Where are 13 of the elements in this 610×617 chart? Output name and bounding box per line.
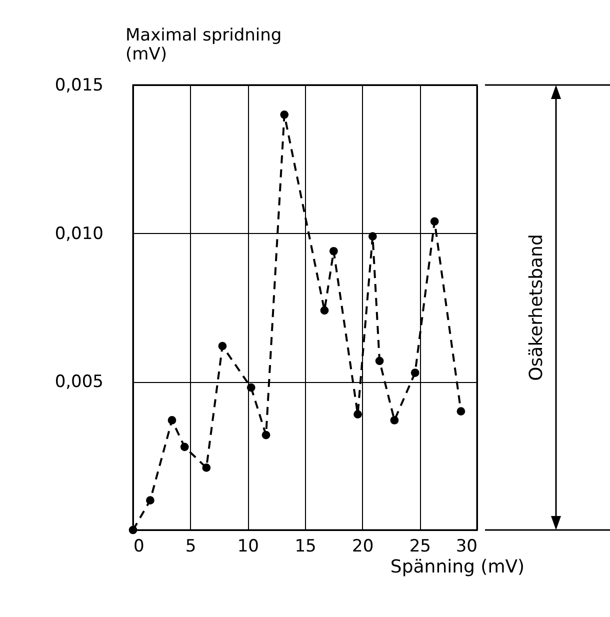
x-tick-label: 25 [409, 536, 431, 556]
y-tick-label: 0,010 [54, 224, 104, 244]
x-tick-label: 10 [237, 536, 259, 556]
x-axis-title: Spänning (mV) [390, 556, 525, 578]
x-tick-label: 15 [294, 536, 316, 556]
x-tick-label: 20 [352, 536, 374, 556]
x-tick-label: 5 [185, 536, 196, 556]
y-axis-title: Maximal spridning (mV) [126, 26, 282, 64]
y-tick-label: 0,005 [54, 372, 104, 392]
y-tick-label: 0,015 [54, 76, 104, 96]
x-tick-label: 30 [456, 536, 478, 556]
x-tick-label: 0 [134, 536, 144, 556]
text: Osäkerhetsband [526, 234, 547, 381]
